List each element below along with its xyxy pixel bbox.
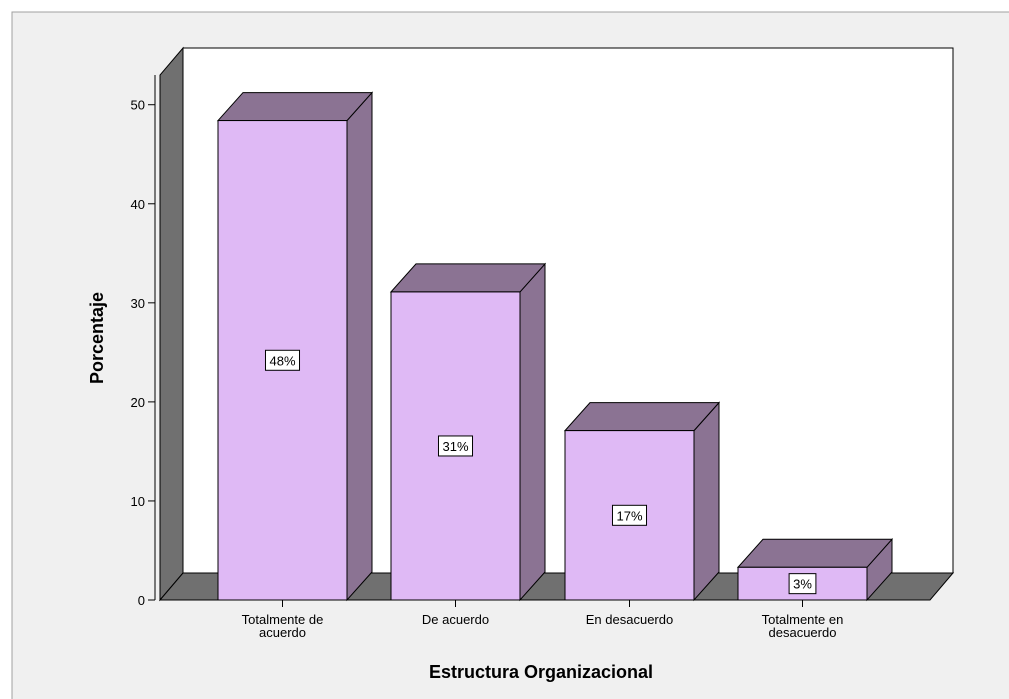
side-wall (159, 46, 184, 602)
bar-side (693, 401, 720, 602)
y-axis-title: Porcentaje (87, 292, 107, 384)
y-tick-label: 20 (131, 395, 145, 410)
bar-top (389, 263, 547, 293)
x-axis-title: Estructura Organizacional (429, 662, 653, 682)
y-tick-label: 0 (138, 593, 145, 608)
x-tick-label: Totalmente en desacuerdo (762, 612, 844, 640)
data-label-box (611, 504, 648, 526)
bar-side (346, 91, 373, 602)
data-label: 48% (269, 353, 295, 368)
bar-top (216, 92, 374, 122)
bar-top (736, 538, 894, 568)
data-label-box (788, 573, 817, 595)
data-label-box (264, 349, 301, 371)
y-tick-label: 30 (131, 296, 145, 311)
data-label-box (437, 435, 474, 457)
x-tick-label: En desacuerdo (586, 612, 673, 627)
x-tick-label: De acuerdo (422, 612, 489, 627)
y-tick-label: 40 (131, 197, 145, 212)
y-tick-label: 10 (131, 494, 145, 509)
bar-side (519, 262, 546, 602)
x-tick-label: Totalmente de acuerdo (242, 612, 324, 640)
data-label: 3% (793, 577, 812, 592)
y-tick-label: 50 (131, 98, 145, 113)
data-label: 17% (616, 508, 642, 523)
data-label: 31% (442, 439, 468, 454)
bar-top (563, 402, 721, 432)
